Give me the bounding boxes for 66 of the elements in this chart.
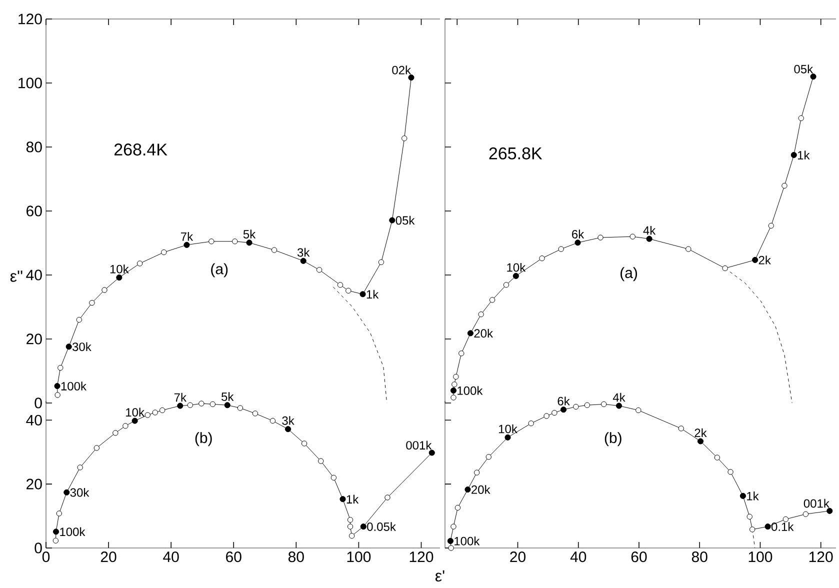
annotation: 6k: [558, 396, 570, 406]
annotation: 10k: [110, 264, 129, 274]
x-tick-label: 120: [410, 552, 434, 562]
x-tick-label: 120: [809, 552, 833, 562]
x-tick-label: 60: [226, 552, 242, 562]
annotation: 001k: [406, 440, 432, 450]
annotation: 30k: [72, 342, 92, 352]
x-tick-label: 100: [347, 552, 371, 562]
annotation: 10k: [507, 262, 526, 272]
annotation: 0.05k: [367, 522, 396, 531]
annotation: 10k: [126, 408, 145, 417]
annotation: 02k: [392, 66, 412, 74]
annotation: 100k: [61, 382, 86, 390]
annotation: 7k: [174, 392, 187, 402]
y-tick-label: 120: [18, 14, 42, 24]
annotation: 100k: [454, 536, 480, 546]
annotation: 1k: [346, 494, 359, 504]
annotation: 4k: [643, 226, 656, 235]
x-tick-label: 0: [42, 552, 50, 562]
y-tick-label: 0: [34, 542, 42, 554]
x-tick-label: 80: [288, 552, 304, 562]
x-tick-label: 20: [510, 552, 526, 562]
text: (b): [195, 432, 212, 446]
y-tick-label: 40: [26, 414, 42, 426]
annotation: 20k: [474, 328, 494, 338]
annotation: 1k: [798, 150, 810, 160]
x-tick-label: 60: [631, 552, 647, 562]
x-axis-title: ε': [435, 570, 444, 582]
x-tick-label: 40: [570, 552, 586, 562]
text: (a): [211, 263, 228, 278]
annotation: 7k: [180, 232, 194, 241]
annotation: 1k: [747, 492, 759, 500]
y-axis-title: ε'': [10, 270, 22, 282]
annotation: 265.8K: [489, 147, 542, 160]
annotation: 5k: [222, 392, 234, 401]
text: (a): [620, 267, 637, 282]
x-tick-label: 20: [100, 552, 116, 562]
annotation: 10k: [498, 424, 518, 434]
x-tick-label: 100: [748, 552, 772, 562]
annotation: 0.1k: [771, 522, 794, 531]
annotation: 05k: [396, 216, 415, 225]
y-tick-label: 100: [18, 78, 42, 88]
annotation: 05k: [794, 64, 814, 74]
y-tick-label: 80: [26, 142, 42, 152]
annotation: 30k: [70, 488, 90, 497]
annotation: 6k: [572, 230, 584, 238]
annotation: 3k: [297, 248, 310, 257]
annotation: 2k: [694, 428, 707, 438]
annotation: 100k: [60, 527, 86, 536]
annotation: 5k: [243, 230, 256, 238]
y-tick-label: 20: [26, 334, 42, 344]
annotation: 100k: [458, 386, 483, 395]
annotation: 2k: [758, 256, 771, 264]
annotation: 268.4K: [114, 144, 168, 156]
x-tick-label: 40: [163, 552, 179, 562]
y-tick-label: 60: [26, 206, 42, 216]
annotation: 001k: [804, 498, 830, 508]
y-tick-label: 0: [34, 398, 42, 408]
annotation: 20k: [472, 485, 490, 494]
annotation: 3k: [282, 416, 294, 425]
y-tick-label: 20: [26, 478, 42, 490]
x-tick-label: 80: [692, 552, 708, 562]
text: (b): [604, 432, 622, 446]
annotation: 1k: [366, 290, 379, 299]
y-tick-label: 40: [26, 270, 42, 280]
annotation: 4k: [612, 392, 626, 402]
